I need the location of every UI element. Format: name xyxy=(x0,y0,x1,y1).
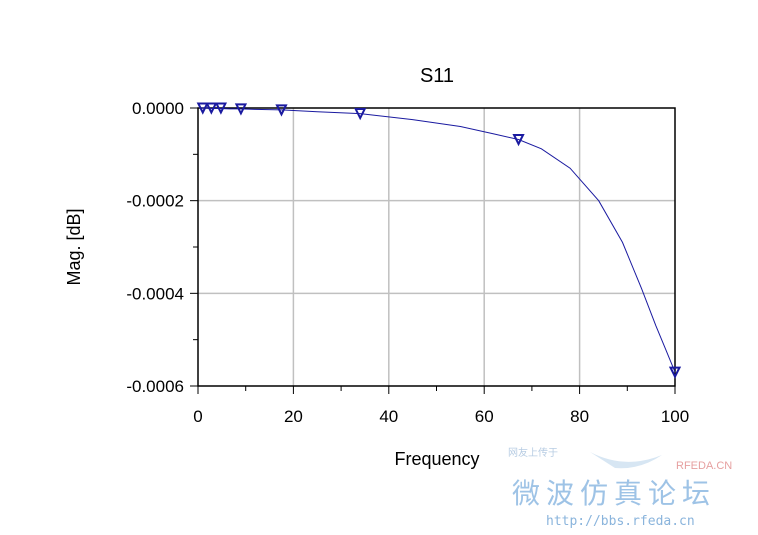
x-tick-label: 60 xyxy=(475,407,494,426)
chart-title: S11 xyxy=(420,65,454,87)
x-tick-label: 0 xyxy=(193,407,202,426)
series-line xyxy=(200,107,676,373)
series-layer xyxy=(196,102,682,379)
y-tick-label: -0.0006 xyxy=(126,377,184,396)
x-axis-title: Frequency xyxy=(394,449,479,469)
y-tick-label: -0.0004 xyxy=(126,284,184,303)
x-tick-label: 100 xyxy=(661,407,689,426)
watermark-url: http://bbs.rfeda.cn xyxy=(546,514,695,529)
watermark-small: 网友上传于 xyxy=(508,446,558,459)
grid xyxy=(198,108,675,386)
data-point xyxy=(512,134,525,147)
x-tick-label: 40 xyxy=(379,407,398,426)
x-tick-label: 20 xyxy=(284,407,303,426)
watermark: 网友上传于 RFEDA.CN 微波仿真论坛 http://bbs.rfeda.c… xyxy=(508,446,732,529)
watermark-title: 微波仿真论坛 xyxy=(512,477,716,510)
data-point xyxy=(196,102,209,115)
plot-frame xyxy=(197,107,676,387)
y-tick-label: -0.0002 xyxy=(126,192,184,211)
watermark-wing-icon xyxy=(590,452,662,469)
y-tick-label: 0.0000 xyxy=(132,99,184,118)
axes: 0 20 40 60 80 100 0.0000 -0.0002 -0.0004 -0.0006 xyxy=(126,99,689,426)
data-point xyxy=(214,102,228,115)
data-point xyxy=(668,366,682,379)
watermark-brand: RFEDA.CN xyxy=(676,460,732,472)
data-point xyxy=(275,104,288,117)
data-point xyxy=(234,103,248,116)
y-axis-title: Mag. [dB] xyxy=(64,208,84,285)
data-point xyxy=(354,108,367,121)
data-point xyxy=(205,102,218,115)
x-tick-label: 80 xyxy=(570,407,589,426)
